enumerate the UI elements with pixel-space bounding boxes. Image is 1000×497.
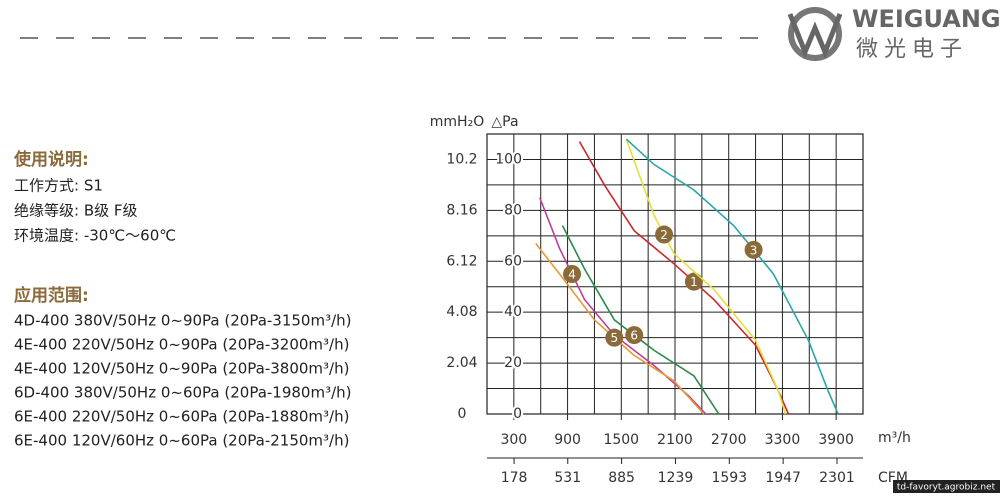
x2-tick-label: 1239 xyxy=(658,470,694,486)
x-tick-label: 300 xyxy=(500,432,527,448)
series-line xyxy=(578,141,790,415)
y2-tick-label: 4.08 xyxy=(446,304,477,320)
x-tick-label: 2100 xyxy=(657,432,693,448)
brand: WEIGUANG xyxy=(852,5,1000,33)
x2-tick-label: 178 xyxy=(501,470,528,486)
watermark: td-favoryt.agrobiz.net xyxy=(897,483,996,493)
spec-line: 工作方式: S1 xyxy=(14,177,103,195)
spec-line: 6D-400 380V/50Hz 0~60Pa (20Pa-1980m³/h) xyxy=(14,384,352,402)
x2-tick-label: 1593 xyxy=(711,470,747,486)
section-title: 使用说明: xyxy=(13,149,89,170)
brand-cn: 微光电子 xyxy=(856,37,968,62)
x2-tick-label: 1947 xyxy=(765,470,801,486)
spec-line: 绝缘等级: B级 F级 xyxy=(14,202,138,220)
series-badge xyxy=(684,272,703,291)
series-name: 2 xyxy=(660,228,668,242)
series-badge xyxy=(625,326,644,345)
series-line xyxy=(625,138,839,415)
x2-tick-label: 2301 xyxy=(819,470,855,486)
series-name: 3 xyxy=(750,243,758,257)
x2-tick-label: 885 xyxy=(608,470,635,486)
y-tick-label: 40 xyxy=(504,304,522,320)
x2-tick-label: 531 xyxy=(554,470,581,486)
series-badge xyxy=(563,265,582,283)
series-name: 4 xyxy=(568,268,576,282)
series-line xyxy=(625,138,787,415)
y-tick-label: 0 xyxy=(513,406,522,422)
x-tick-label: 2700 xyxy=(711,432,747,448)
series-line xyxy=(561,225,720,415)
spec-line: 4D-400 380V/50Hz 0~90Pa (20Pa-3150m³/h) xyxy=(14,312,352,330)
spec-line: 6E-400 220V/50Hz 0~60Pa (20Pa-1880m³/h) xyxy=(14,408,349,426)
series-badge xyxy=(744,240,763,259)
x-axis-label: m³/h xyxy=(878,430,911,446)
series-name: 5 xyxy=(610,331,618,345)
series-name: 1 xyxy=(690,275,698,289)
logo-mark xyxy=(788,7,842,61)
y2-axis-label: mmH₂O xyxy=(430,114,484,130)
spec-line: 4E-400 120V/50Hz 0~90Pa (20Pa-3800m³/h) xyxy=(14,360,349,378)
y2-tick-label: 10.2 xyxy=(446,151,477,167)
y2-tick-label: 8.16 xyxy=(446,202,477,218)
x-tick-label: 1500 xyxy=(603,432,639,448)
x-tick-label: 900 xyxy=(554,432,581,448)
spec-line: 6E-400 120V/60Hz 0~60Pa (20Pa-2150m³/h) xyxy=(14,432,349,450)
logo-w xyxy=(787,13,843,59)
y2-tick-label: 2.04 xyxy=(446,355,477,371)
y2-tick-label: 6.12 xyxy=(446,253,477,269)
series-badge xyxy=(605,328,624,347)
watermark-bg xyxy=(893,480,1000,493)
section-title: 应用范围: xyxy=(14,285,89,306)
y-tick-label: 20 xyxy=(504,355,522,371)
y2-tick-label: 0 xyxy=(458,406,467,422)
y-tick-label: 60 xyxy=(504,253,522,269)
x-tick-label: 3900 xyxy=(818,432,854,448)
spec-line: 环境温度: -30℃～60℃ xyxy=(14,227,176,245)
logo xyxy=(787,7,843,61)
y-tick-label: 80 xyxy=(504,202,522,218)
y-tick-label: 100 xyxy=(495,151,522,167)
spec-line: 4E-400 220V/50Hz 0~90Pa (20Pa-3200m³/h) xyxy=(14,336,349,354)
series-badge xyxy=(655,225,674,244)
application-rows: 4D-400 380V/50Hz 0~90Pa (20Pa-3150m³/h) 4… xyxy=(14,312,352,450)
series-name: 6 xyxy=(630,329,638,343)
y-axis-label: △Pa xyxy=(491,114,518,130)
x-tick-label: 3300 xyxy=(765,432,801,448)
